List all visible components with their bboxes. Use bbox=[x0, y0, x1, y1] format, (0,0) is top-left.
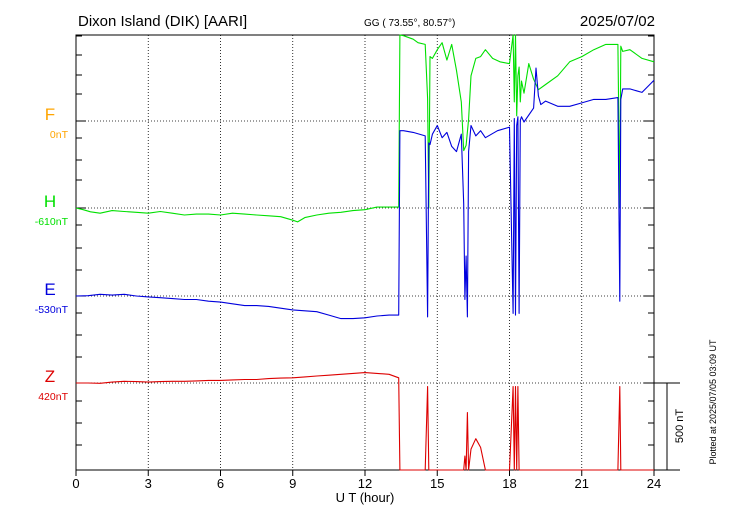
series-name-z: Z bbox=[45, 367, 55, 386]
series-baseline-z: 420nT bbox=[38, 391, 68, 403]
series-line-z bbox=[76, 372, 654, 471]
x-tick-label: 9 bbox=[289, 476, 296, 491]
x-tick-label: 12 bbox=[358, 476, 372, 491]
station-coordinates: GG ( 73.55°, 80.57°) bbox=[364, 18, 455, 29]
series-line-e bbox=[75, 67, 655, 320]
x-axis-ticks: 0 3 6 9 12 15 18 21 24 bbox=[72, 35, 661, 491]
station-title: Dixon Island (DIK) [AARI] bbox=[78, 13, 247, 30]
x-tick-label: 15 bbox=[430, 476, 444, 491]
series-group bbox=[75, 34, 655, 471]
series-name-h: H bbox=[44, 192, 56, 211]
x-tick-label: 24 bbox=[647, 476, 661, 491]
x-tick-label: 3 bbox=[145, 476, 152, 491]
series-labels: F 0nT H -610nT E -530nT Z 420nT bbox=[35, 105, 69, 403]
plotted-timestamp: Plotted at 2025/07/05 03:09 UT bbox=[708, 339, 718, 465]
grid-lines bbox=[76, 35, 654, 470]
x-tick-label: 6 bbox=[217, 476, 224, 491]
x-tick-label: 18 bbox=[502, 476, 516, 491]
date-label: 2025/07/02 bbox=[580, 13, 655, 30]
x-tick-label: 0 bbox=[72, 476, 79, 491]
series-baseline-h: -610nT bbox=[35, 216, 69, 228]
x-tick-label: 21 bbox=[575, 476, 589, 491]
scale-bar-label: 500 nT bbox=[674, 409, 686, 444]
series-baseline-f: 0nT bbox=[50, 129, 69, 141]
scale-bar: 500 nT bbox=[654, 382, 686, 471]
series-baseline-e: -530nT bbox=[35, 304, 69, 316]
series-name-e: E bbox=[44, 280, 55, 299]
x-axis-label: U T (hour) bbox=[336, 490, 395, 505]
series-name-f: F bbox=[45, 105, 55, 124]
